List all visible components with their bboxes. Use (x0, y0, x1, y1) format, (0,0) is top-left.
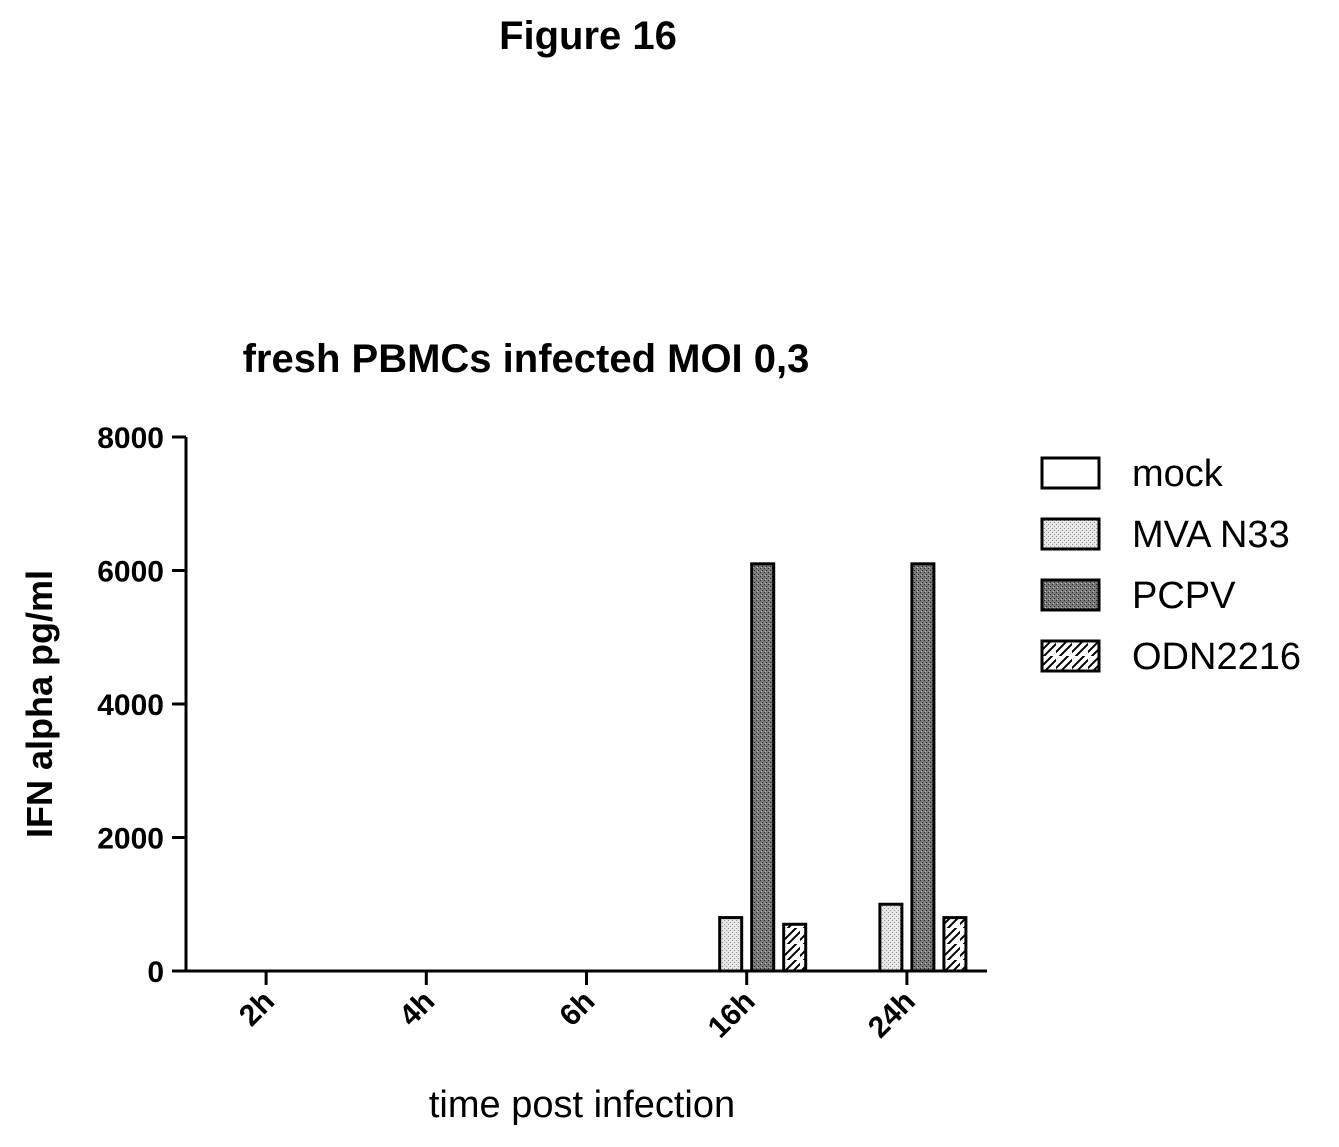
legend-swatch (1040, 578, 1101, 612)
bar-odn2216-24h (942, 916, 968, 973)
chart-title: fresh PBMCs infected MOI 0,3 (243, 337, 810, 381)
legend-label: PCPV (1132, 575, 1236, 617)
x-tick-label: 6h (553, 985, 601, 1033)
y-tick-group: 0 2000 4000 6000 8000 (97, 422, 186, 989)
x-tick-label: 16h (702, 985, 762, 1045)
legend-swatch (1040, 639, 1101, 673)
legend-label: ODN2216 (1132, 636, 1301, 678)
x-axis-label: time post infection (429, 1084, 735, 1126)
figure-label: Figure 16 (499, 14, 677, 58)
legend-swatch (1040, 517, 1101, 551)
bar-group (718, 562, 968, 973)
bar-mva-n33-24h (878, 902, 904, 973)
y-tick-label: 2000 (97, 823, 164, 856)
legend-label: MVA N33 (1132, 514, 1290, 556)
x-tick-label: 4h (393, 985, 441, 1033)
y-tick-label: 8000 (97, 422, 164, 455)
y-axis-label: IFN alpha pg/ml (19, 570, 60, 838)
bar-mva-n33-16h (718, 916, 744, 973)
legend-label: mock (1132, 453, 1224, 495)
y-tick-label: 6000 (97, 556, 164, 589)
legend: mock MVA N33 PCPV ODN2216 (1040, 453, 1301, 678)
x-tick-label: 2h (233, 985, 281, 1033)
y-tick-label: 0 (147, 956, 164, 989)
x-tick-group: 2h 4h 6h 16h 24h (233, 971, 922, 1045)
x-tick-label: 24h (862, 985, 922, 1045)
legend-swatch (1040, 456, 1101, 490)
y-tick-label: 4000 (97, 689, 164, 722)
bar-odn2216-16h (782, 922, 808, 973)
bar-pcpv-24h (910, 562, 936, 973)
bar-pcpv-16h (750, 562, 776, 973)
